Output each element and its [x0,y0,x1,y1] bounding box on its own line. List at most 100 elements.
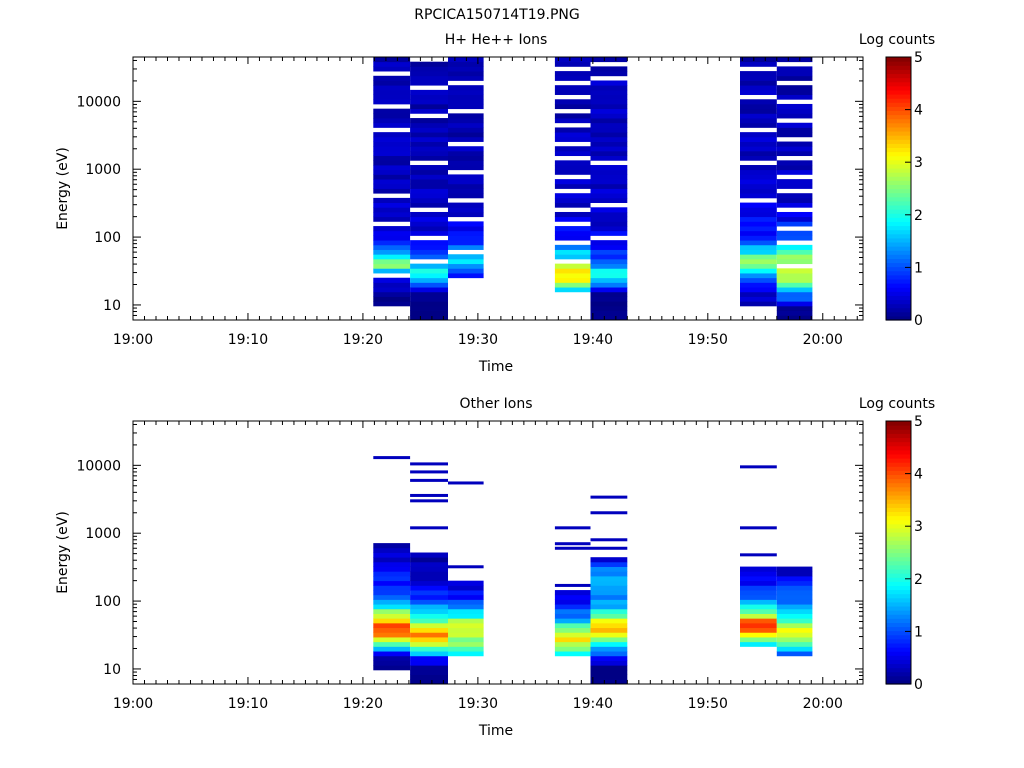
count-cell [590,669,628,676]
count-cell [740,287,777,293]
x-tick-label: 19:10 [228,696,268,712]
colorbar-tick-label: 3 [914,519,923,535]
count-cell [590,71,628,77]
count-cell [590,277,628,283]
colorbar-swatch [886,147,911,153]
count-cell [373,89,411,95]
colorbar-swatch [886,283,911,288]
count-cell [776,575,813,582]
count-cell [448,183,484,189]
count-cell [740,571,777,577]
colorbar-swatch [886,647,911,652]
count-cell [373,301,411,307]
count-cell [590,590,628,596]
count-cell [410,263,448,269]
colorbar-swatch [886,225,911,231]
count-cell [776,249,813,255]
count-cell [590,258,628,265]
count-cell [410,651,448,657]
count-cell [776,305,813,312]
colorbar-swatch [886,581,911,586]
colorbar-swatch [886,626,911,632]
colorbar-tick-label: 0 [914,677,923,693]
count-cell [410,136,448,142]
count-cell [740,136,777,142]
count-cell [373,552,411,558]
count-cell [448,71,484,77]
count-cell [373,230,411,236]
colorbar-swatch [886,151,911,157]
count-cell [410,622,448,629]
count-cell [740,193,777,199]
count-cell [590,183,628,189]
count-cell [590,495,628,499]
colorbar-swatch [886,254,911,259]
colorbar-swatch [886,262,911,268]
count-cell [410,566,448,572]
count-cell [776,94,813,100]
colorbar-swatch [886,315,911,321]
count-cell [740,526,777,530]
count-cell [590,315,628,321]
y-tick-label: 10000 [76,458,121,474]
count-cell [740,183,777,189]
count-cell [590,599,628,605]
count-cell [410,122,448,128]
colorbar-swatch [886,246,911,251]
count-cell [373,216,411,222]
colorbar-swatch [886,200,911,206]
colorbar-label: Log counts [859,396,935,412]
colorbar-swatch [886,237,911,243]
colorbar-swatch [886,77,911,83]
count-cell [590,546,628,550]
colorbar-swatch [886,213,911,218]
count-cell [590,254,628,260]
count-cell [448,179,484,185]
count-cell [590,230,628,236]
count-cell [373,590,411,596]
count-cell [776,637,813,643]
count-cell [373,543,411,549]
colorbar-tick-label: 5 [914,50,923,66]
count-cell [448,258,484,265]
count-cell [373,155,411,161]
count-cell [776,287,813,293]
count-cell [410,103,448,110]
count-cell [590,226,628,232]
count-cell [410,99,448,105]
count-cell [410,244,448,250]
count-cell [590,627,628,633]
count-cell [448,641,484,647]
count-cell [410,118,448,124]
count-cell [554,546,591,550]
colorbar-swatch [886,466,911,471]
count-cell [740,146,777,152]
colorbar-swatch [886,106,911,112]
count-cell [448,202,484,208]
count-cell [410,89,448,95]
count-cell [554,226,591,232]
count-cell [590,561,628,567]
count-cell [410,282,448,288]
count-cell [740,249,777,255]
count-cell [554,599,591,605]
count-cell [740,132,777,138]
count-cell [740,244,777,250]
colorbar-frame [885,56,912,321]
count-cell [448,230,484,236]
colorbar-swatch [886,287,911,292]
colorbar-frame [885,420,912,685]
colorbar-swatch [886,61,911,66]
colorbar-tick-label: 0 [914,313,923,329]
panel-h-he-ions: H+ He++ Ions 19:00 19:10 19:20 19:30 19:40 19:… [55,32,935,375]
count-cell [373,183,411,189]
count-cell [448,637,484,643]
count-cell [410,277,448,283]
colorbar-swatch [886,93,911,99]
colorbar-swatch [886,110,911,116]
count-cell [554,627,591,633]
count-cell [373,561,411,567]
count-cell [410,637,448,643]
count-cell [410,646,448,652]
